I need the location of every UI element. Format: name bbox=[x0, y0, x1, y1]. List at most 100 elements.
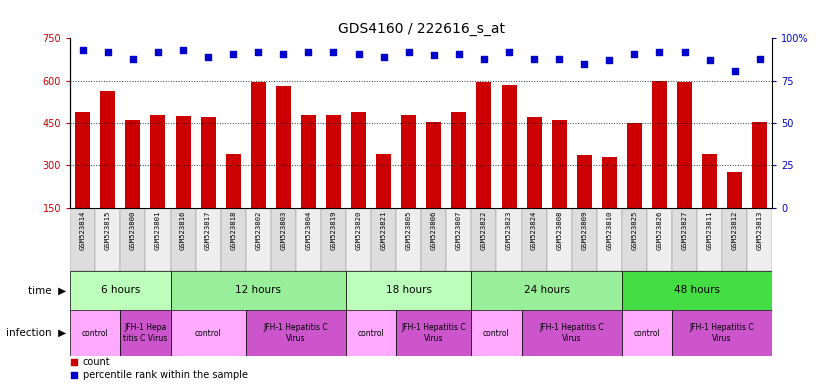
Text: control: control bbox=[358, 329, 384, 338]
Text: infection  ▶: infection ▶ bbox=[6, 328, 66, 338]
Text: GSM523804: GSM523804 bbox=[306, 211, 311, 250]
Bar bbox=[170, 271, 346, 310]
Bar bbox=[722, 208, 748, 271]
Text: GSM523813: GSM523813 bbox=[757, 211, 762, 250]
Text: JFH-1 Hepa
titis C Virus: JFH-1 Hepa titis C Virus bbox=[123, 323, 168, 343]
Text: control: control bbox=[82, 329, 109, 338]
Bar bbox=[572, 208, 597, 271]
Bar bbox=[396, 310, 472, 356]
Bar bbox=[752, 122, 767, 250]
Text: control: control bbox=[195, 329, 221, 338]
Bar bbox=[547, 208, 572, 271]
Point bbox=[76, 47, 89, 53]
Point bbox=[352, 51, 365, 57]
Point bbox=[377, 54, 390, 60]
Text: GSM523807: GSM523807 bbox=[456, 211, 462, 250]
Text: GSM523822: GSM523822 bbox=[481, 211, 487, 250]
Bar bbox=[371, 208, 396, 271]
Bar bbox=[527, 118, 542, 250]
Bar bbox=[70, 310, 121, 356]
Bar bbox=[672, 208, 697, 271]
Text: GSM523812: GSM523812 bbox=[732, 211, 738, 250]
Point bbox=[202, 54, 215, 60]
Bar bbox=[351, 112, 366, 250]
Text: GSM523806: GSM523806 bbox=[431, 211, 437, 250]
Bar bbox=[602, 157, 617, 250]
Point bbox=[678, 49, 691, 55]
Bar bbox=[276, 86, 291, 250]
Text: time  ▶: time ▶ bbox=[28, 285, 66, 295]
Bar bbox=[321, 208, 346, 271]
Point bbox=[327, 49, 340, 55]
Bar bbox=[501, 85, 516, 250]
Text: 18 hours: 18 hours bbox=[386, 285, 432, 295]
Bar bbox=[246, 310, 346, 356]
Text: JFH-1 Hepatitis C
Virus: JFH-1 Hepatitis C Virus bbox=[690, 323, 754, 343]
Point bbox=[301, 49, 315, 55]
Bar bbox=[246, 208, 271, 271]
Text: GSM523823: GSM523823 bbox=[506, 211, 512, 250]
Text: 6 hours: 6 hours bbox=[101, 285, 140, 295]
Point bbox=[453, 51, 466, 57]
Text: GSM523821: GSM523821 bbox=[381, 211, 387, 250]
Point bbox=[728, 68, 741, 74]
Bar bbox=[672, 310, 772, 356]
Bar bbox=[421, 208, 446, 271]
Point bbox=[447, 202, 460, 208]
Bar bbox=[376, 154, 392, 250]
Bar bbox=[301, 114, 316, 250]
Bar bbox=[346, 271, 472, 310]
Bar bbox=[622, 310, 672, 356]
Text: GSM523816: GSM523816 bbox=[180, 211, 186, 250]
Bar bbox=[225, 154, 240, 250]
Text: 24 hours: 24 hours bbox=[524, 285, 570, 295]
Point bbox=[151, 49, 164, 55]
Text: GSM523802: GSM523802 bbox=[255, 211, 261, 250]
Bar bbox=[622, 271, 772, 310]
Text: GSM523819: GSM523819 bbox=[330, 211, 336, 250]
Text: GSM523815: GSM523815 bbox=[105, 211, 111, 250]
Point bbox=[553, 56, 566, 62]
Text: GSM523818: GSM523818 bbox=[230, 211, 236, 250]
Bar bbox=[472, 310, 521, 356]
Bar bbox=[95, 208, 121, 271]
Bar bbox=[396, 208, 421, 271]
Point bbox=[753, 56, 767, 62]
Text: GSM523808: GSM523808 bbox=[556, 211, 563, 250]
Bar bbox=[597, 208, 622, 271]
Bar bbox=[702, 154, 717, 250]
Bar bbox=[426, 122, 441, 250]
Bar bbox=[70, 271, 170, 310]
Bar bbox=[121, 310, 170, 356]
Bar bbox=[472, 271, 622, 310]
Bar bbox=[75, 112, 90, 250]
Text: GSM523811: GSM523811 bbox=[706, 211, 713, 250]
Text: GSM523825: GSM523825 bbox=[631, 211, 638, 250]
Bar bbox=[201, 118, 216, 250]
Text: GSM523809: GSM523809 bbox=[582, 211, 587, 250]
Text: GDS4160 / 222616_s_at: GDS4160 / 222616_s_at bbox=[338, 23, 505, 36]
Point bbox=[653, 49, 666, 55]
Bar bbox=[126, 120, 140, 250]
Bar bbox=[271, 208, 296, 271]
Bar bbox=[176, 116, 191, 250]
Text: JFH-1 Hepatitis C
Virus: JFH-1 Hepatitis C Virus bbox=[401, 323, 466, 343]
Bar bbox=[346, 310, 396, 356]
Point bbox=[477, 56, 491, 62]
Text: GSM523805: GSM523805 bbox=[406, 211, 411, 250]
Bar bbox=[521, 310, 622, 356]
Bar bbox=[496, 208, 521, 271]
Point bbox=[427, 52, 440, 58]
Point bbox=[447, 322, 460, 328]
Text: GSM523817: GSM523817 bbox=[205, 211, 211, 250]
Point bbox=[226, 51, 240, 57]
Bar bbox=[121, 208, 145, 271]
Bar bbox=[552, 120, 567, 250]
Text: GSM523814: GSM523814 bbox=[80, 211, 86, 250]
Bar bbox=[627, 123, 642, 250]
Text: GSM523800: GSM523800 bbox=[130, 211, 136, 250]
Text: JFH-1 Hepatitis C
Virus: JFH-1 Hepatitis C Virus bbox=[539, 323, 604, 343]
Bar bbox=[346, 208, 371, 271]
Bar bbox=[477, 82, 491, 250]
Point bbox=[628, 51, 641, 57]
